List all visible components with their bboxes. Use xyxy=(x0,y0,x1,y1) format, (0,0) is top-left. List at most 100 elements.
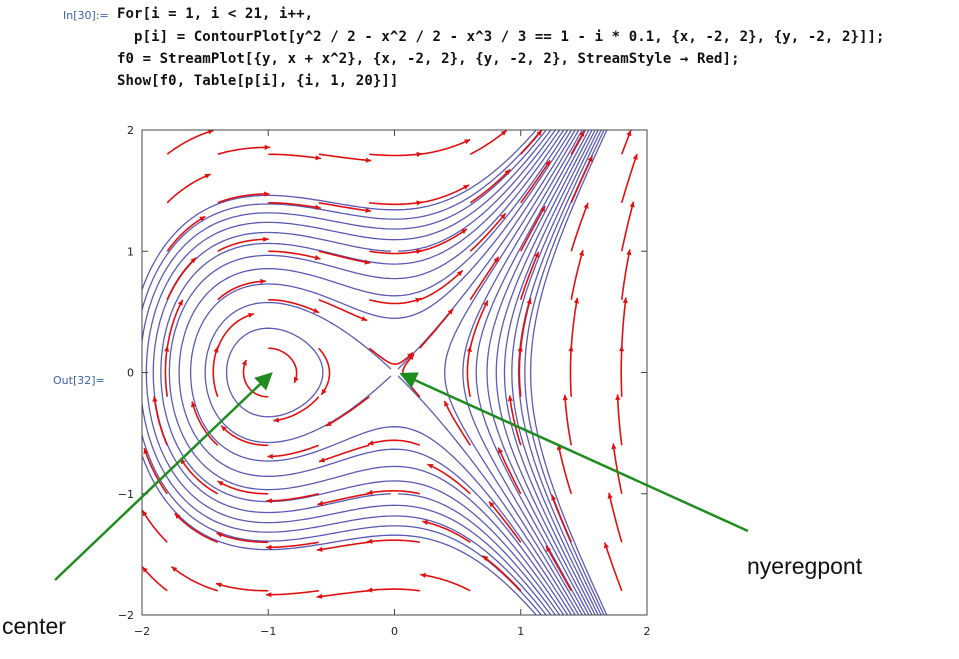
code-line-1: For[i = 1, i < 21, i++, xyxy=(117,6,314,22)
stream-line xyxy=(621,249,631,300)
stream-line xyxy=(545,545,573,592)
stream-line xyxy=(217,480,269,495)
stream-line xyxy=(608,492,623,543)
stream-line xyxy=(142,566,168,592)
stream-arrowhead xyxy=(190,257,197,264)
stream-line xyxy=(366,490,420,495)
y-tick-label: 2 xyxy=(127,124,134,137)
stream-arrowhead xyxy=(365,207,372,213)
stream-arrowhead xyxy=(241,359,247,366)
stream-arrowhead xyxy=(171,566,178,572)
contour-line xyxy=(145,130,552,615)
stream-line xyxy=(268,299,320,314)
stream-arrowhead xyxy=(573,297,579,304)
stream-line xyxy=(166,215,206,252)
stream-line xyxy=(621,201,635,252)
stream-line xyxy=(466,346,472,397)
stream-line xyxy=(369,297,422,305)
stream-line xyxy=(469,168,511,204)
stream-arrowhead xyxy=(444,400,449,407)
y-tick-label: 1 xyxy=(127,245,134,258)
y-tick-label: −2 xyxy=(118,609,134,622)
stream-line xyxy=(268,153,322,160)
stream-arrowhead xyxy=(264,191,270,197)
stream-arrowhead xyxy=(483,300,488,307)
stream-arrowhead xyxy=(177,299,183,306)
stream-line xyxy=(469,130,508,156)
contour-line xyxy=(160,130,561,615)
stream-arrowhead xyxy=(607,492,613,499)
stream-line xyxy=(166,130,214,155)
contour-line xyxy=(462,130,583,615)
stream-arrowhead xyxy=(266,498,272,504)
stream-line xyxy=(273,396,320,422)
stream-arrowhead xyxy=(216,532,223,538)
stream-line xyxy=(443,400,471,446)
stream-line xyxy=(551,494,573,543)
contour-line xyxy=(142,130,547,615)
stream-arrowhead xyxy=(367,440,374,446)
stream-arrowhead xyxy=(321,388,327,395)
stream-line xyxy=(419,138,471,156)
x-tick-label: 1 xyxy=(517,625,524,638)
stream-line xyxy=(191,401,219,446)
stream-line xyxy=(570,297,579,349)
code-line-3: f0 = StreamPlot[{y, x + x^2}, {x, -2, 2}… xyxy=(117,51,740,67)
stream-arrowhead xyxy=(579,130,585,137)
stream-arrowhead xyxy=(626,130,632,137)
stream-line xyxy=(419,228,468,253)
stream-line xyxy=(570,155,594,204)
stream-arrowhead xyxy=(622,297,628,304)
stream-line xyxy=(268,250,321,260)
stream-arrowhead xyxy=(213,346,219,353)
stream-arrowhead xyxy=(199,216,206,222)
stream-arrowhead xyxy=(361,316,368,321)
stream-line xyxy=(166,173,211,204)
stream-line xyxy=(427,463,471,495)
stream-arrowhead xyxy=(319,457,325,463)
stream-line xyxy=(419,184,470,204)
stream-line xyxy=(318,250,371,264)
stream-line xyxy=(142,509,168,543)
stream-line xyxy=(570,202,589,252)
stream-line xyxy=(143,447,168,495)
stream-line xyxy=(153,396,169,446)
stream-line xyxy=(216,532,269,544)
stream-arrowhead xyxy=(545,160,551,167)
stream-line xyxy=(318,202,372,212)
stream-arrowhead xyxy=(632,154,638,160)
stream-arrowhead xyxy=(526,298,532,305)
stream-line xyxy=(570,249,584,300)
stream-arrowhead xyxy=(611,443,617,450)
stream-arrowhead xyxy=(408,354,414,361)
stream-arrowhead xyxy=(540,206,545,212)
stream-arrowhead xyxy=(568,345,574,352)
stream-line xyxy=(520,159,551,204)
stream-line xyxy=(497,447,522,495)
stream-arrowhead xyxy=(504,169,511,176)
stream-arrowhead xyxy=(507,395,513,402)
stream-line xyxy=(164,345,169,397)
stream-line xyxy=(520,298,532,349)
input-prompt-label: In[30]:= xyxy=(63,9,109,22)
stream-arrowhead xyxy=(534,251,539,258)
x-tick-label: −1 xyxy=(260,625,276,638)
contour-line xyxy=(225,130,580,615)
stream-line xyxy=(564,394,573,446)
stream-arrowhead xyxy=(489,501,495,508)
contour-line xyxy=(486,130,590,615)
stream-arrowhead xyxy=(315,204,321,210)
stream-line xyxy=(215,582,269,592)
stream-line xyxy=(366,588,420,592)
annotation-arrows xyxy=(54,372,749,581)
stream-arrowhead xyxy=(204,173,211,179)
contour-line xyxy=(189,130,573,615)
stream-line xyxy=(520,205,546,252)
stream-line xyxy=(621,153,638,203)
stream-arrowhead xyxy=(207,130,214,135)
stream-line xyxy=(557,444,573,495)
stream-arrowhead xyxy=(517,345,523,352)
x-tick-label: 0 xyxy=(391,625,398,638)
stream-line xyxy=(268,202,322,209)
